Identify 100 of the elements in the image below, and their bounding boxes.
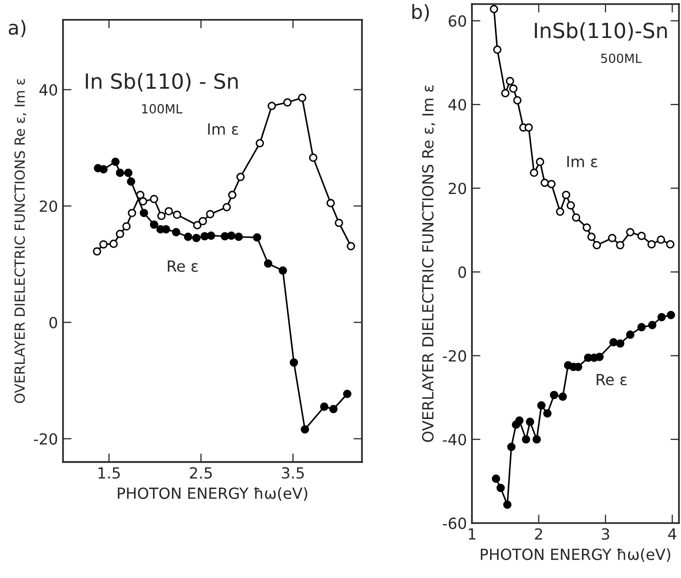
point	[513, 96, 522, 104]
point	[334, 218, 344, 228]
point	[234, 232, 243, 242]
point	[346, 242, 356, 250]
point	[562, 190, 570, 200]
point	[543, 409, 552, 418]
point	[228, 190, 236, 200]
series-label: Re ε	[596, 374, 627, 386]
point	[587, 232, 596, 241]
point	[490, 4, 498, 14]
point	[506, 76, 514, 86]
point	[138, 197, 148, 206]
point	[124, 168, 132, 178]
y-tick-label: 60	[448, 15, 466, 27]
point	[509, 84, 518, 93]
point	[556, 207, 564, 216]
point	[550, 390, 558, 400]
x-axis-title: PHOTON ENERGY ħω(eV)	[480, 548, 670, 562]
point	[647, 240, 656, 248]
point	[193, 221, 202, 230]
point	[126, 177, 136, 186]
point	[637, 232, 646, 240]
point	[283, 98, 292, 107]
point	[206, 232, 216, 240]
point	[537, 401, 546, 410]
point	[290, 358, 298, 367]
point	[558, 392, 567, 401]
point	[524, 123, 533, 132]
point	[252, 233, 262, 242]
point	[309, 154, 318, 162]
point	[172, 210, 182, 219]
point	[128, 208, 136, 218]
point	[256, 139, 264, 148]
point	[566, 201, 575, 210]
y-tick-label: -40	[442, 434, 466, 446]
point	[532, 435, 541, 444]
point	[515, 416, 524, 425]
point	[164, 207, 173, 216]
y-tick-label: 0	[49, 316, 58, 328]
text: In Sb(110) - Sn	[86, 72, 238, 92]
y-tick-label: -60	[442, 518, 466, 530]
y-tick-label: 40	[39, 84, 58, 96]
point	[343, 390, 352, 398]
point	[264, 259, 272, 268]
point	[222, 203, 231, 212]
point	[616, 339, 624, 348]
point	[626, 330, 634, 339]
x-axis-title: PHOTON ENERGY ħω(eV)	[118, 487, 308, 501]
point	[608, 234, 616, 242]
point	[111, 158, 120, 166]
y-tick-label: 0	[458, 266, 466, 278]
point	[116, 230, 124, 238]
text: a)	[8, 20, 26, 38]
point	[592, 240, 601, 250]
point	[522, 435, 530, 444]
point	[648, 320, 656, 330]
point	[496, 484, 505, 492]
y-axis-title: OVERLAYER DIELECTRIC FUNCTIONS Re ε, Im ε	[422, 85, 436, 442]
point	[184, 232, 192, 242]
point	[150, 194, 158, 204]
x-tick-label: 1.5	[98, 467, 120, 479]
point	[172, 228, 180, 236]
y-axis-title: OVERLAYER DIELECTRIC FUNCTIONS Re ε, Im ε	[14, 78, 26, 404]
point	[637, 323, 646, 332]
point	[227, 232, 236, 240]
point	[572, 213, 580, 222]
point	[582, 223, 591, 232]
point	[236, 172, 245, 182]
point	[609, 338, 618, 346]
x-tick-label: 1	[468, 528, 476, 540]
point	[278, 266, 288, 275]
point	[493, 46, 502, 54]
text: 500ML	[601, 54, 642, 64]
point	[503, 500, 512, 509]
x-tick-label: 2	[534, 528, 542, 540]
point	[536, 158, 544, 166]
point	[140, 208, 148, 218]
x-tick-label: 2.5	[190, 467, 212, 479]
series-label: Im ε	[208, 123, 238, 135]
point	[320, 402, 328, 411]
point	[300, 425, 310, 434]
point	[150, 220, 158, 229]
text: 100ML	[142, 104, 182, 114]
point	[298, 94, 306, 102]
series-label: Im ε	[567, 156, 598, 168]
series-label: Re ε	[168, 260, 198, 272]
point	[206, 210, 214, 218]
y-tick-label: 20	[448, 182, 466, 194]
point	[329, 404, 338, 414]
y-tick-label: 40	[448, 98, 466, 111]
point	[666, 240, 674, 248]
point	[547, 180, 556, 188]
x-tick-label: 3	[602, 528, 610, 540]
point	[595, 352, 604, 362]
y-tick-label: -20	[442, 350, 466, 362]
point	[526, 418, 534, 426]
y-tick-label: 20	[40, 200, 58, 212]
point	[492, 474, 500, 483]
point	[666, 310, 676, 320]
point	[657, 312, 666, 322]
